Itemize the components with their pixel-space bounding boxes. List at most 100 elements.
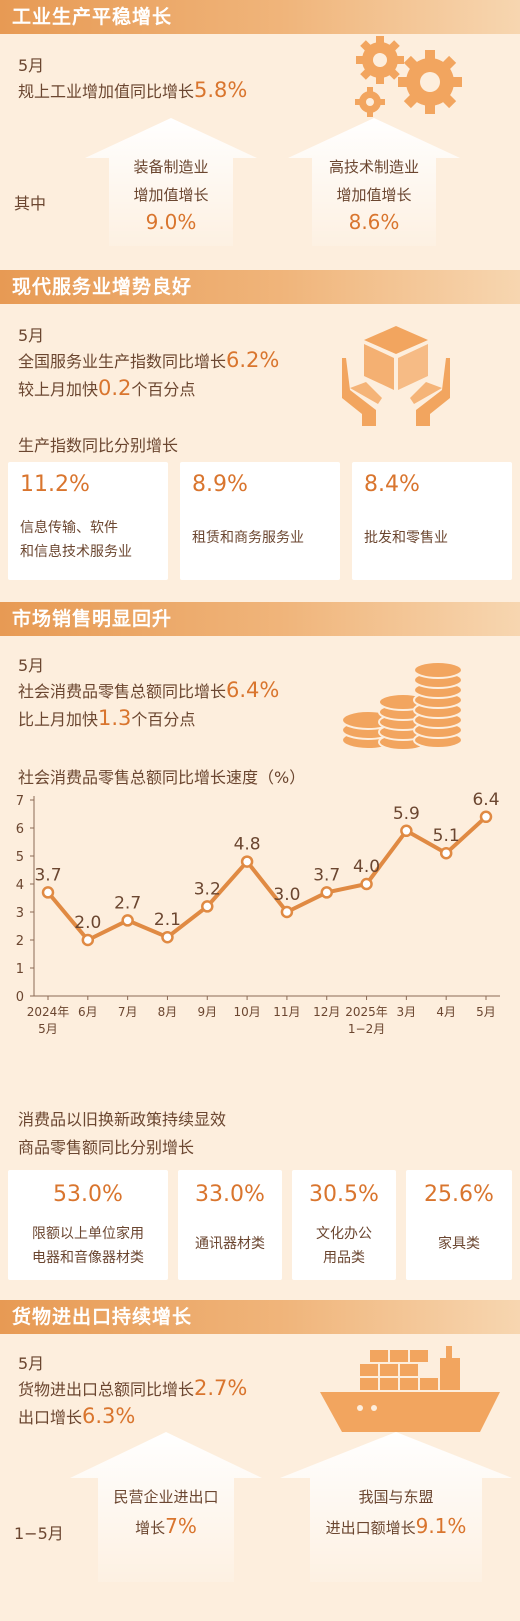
asean-arrow: 我国与东盟 进出口额增长9.1% [280, 1432, 512, 1582]
equipment-arrow: 装备制造业 增加值增长 9.0% [85, 118, 257, 246]
hightech-line2: 增加值增长 [336, 186, 412, 204]
y-tick-label: 5 [16, 850, 24, 865]
retail-card: 53.0% 限额以上单位家用 电器和音像器材类 [8, 1170, 168, 1280]
policy-line1: 消费品以旧换新政策持续显效 [18, 1110, 227, 1129]
retail-line1-value: 6.4% [226, 678, 280, 702]
data-label: 2.1 [154, 910, 181, 930]
retail-month: 5月 [18, 656, 45, 675]
section-title-trade: 货物进出口持续增长 [0, 1300, 520, 1334]
retail-line2-value: 1.3 [98, 706, 132, 730]
card-value: 8.9% [192, 472, 248, 497]
up-arrow-shape [280, 1432, 512, 1582]
data-label: 5.9 [393, 804, 420, 824]
services-card: 11.2% 信息传输、软件 和信息技术服务业 [8, 462, 168, 580]
series-line [46, 815, 488, 942]
asean-line2: 进出口额增长9.1% [280, 1514, 512, 1538]
gears-icon [355, 36, 462, 117]
data-point [41, 886, 55, 899]
card-value: 11.2% [20, 472, 90, 497]
data-point [201, 900, 214, 913]
equipment-value: 9.0% [145, 210, 197, 234]
data-point [280, 905, 294, 919]
data-label: 3.7 [313, 865, 340, 885]
y-tick-label: 4 [16, 878, 24, 893]
retail-card: 30.5% 文化办公 用品类 [292, 1170, 396, 1280]
services-card: 8.9% 租赁和商务服务业 [180, 462, 340, 580]
x-tick-label: 11月 [273, 1005, 300, 1019]
asean-line1: 我国与东盟 [358, 1488, 434, 1506]
card-value: 8.4% [364, 472, 420, 497]
y-tick-label: 6 [16, 822, 24, 837]
data-label: 4.0 [353, 857, 380, 877]
card-label: 家具类 [438, 1236, 480, 1252]
data-label: 3.2 [194, 879, 221, 899]
section-title-services: 现代服务业增势良好 [0, 270, 520, 304]
x-tick-label: 6月 [78, 1005, 98, 1019]
trade-line2: 出口增长6.3% [18, 1404, 135, 1428]
services-line2-suffix: 个百分点 [131, 380, 196, 399]
data-label: 2.0 [74, 913, 101, 933]
data-label: 3.7 [34, 865, 61, 885]
private-value: 7% [165, 1514, 197, 1538]
retail-card: 33.0% 通讯器材类 [178, 1170, 282, 1280]
industry-headline: 规上工业增加值同比增长5.8% [18, 78, 247, 102]
retail-card: 25.6% 家具类 [406, 1170, 512, 1280]
industry-month: 5月 [18, 56, 45, 75]
retail-line1: 社会消费品零售总额同比增长6.4% [18, 678, 279, 702]
trade-line2-text: 出口增长 [18, 1408, 83, 1427]
card-label: 电器和音像器材类 [32, 1250, 144, 1266]
up-arrow-shape [288, 118, 460, 246]
card-value: 53.0% [53, 1182, 123, 1207]
private-line2-text: 增长 [135, 1519, 166, 1537]
card-label: 限额以上单位家用 [32, 1226, 144, 1242]
x-tick-label: 8月 [158, 1005, 178, 1019]
industry-headline-value: 5.8% [194, 78, 248, 102]
x-tick-label: 5月 [476, 1005, 496, 1019]
services-line2: 较上月加快0.2个百分点 [18, 376, 195, 400]
trade-period-label: 1−5月 [14, 1524, 64, 1543]
industry-among-label: 其中 [14, 194, 47, 213]
data-point [81, 933, 95, 947]
x-tick-label: 7月 [118, 1005, 138, 1019]
card-label: 信息传输、软件 [20, 520, 118, 536]
card-value: 30.5% [309, 1182, 379, 1207]
trade-month: 5月 [18, 1354, 45, 1373]
data-point [121, 914, 134, 927]
x-tick-label: 2025年 [345, 1005, 388, 1019]
card-label: 通讯器材类 [195, 1236, 265, 1252]
card-value: 33.0% [195, 1182, 265, 1207]
y-tick-label: 2 [16, 934, 24, 949]
data-point [439, 846, 453, 860]
retail-growth-line-chart: 0 1 2 3 4 5 6 7 2024年 5月 6月 7月 8月 9月 10月 11月 12月 2025年 1−2… [16, 790, 500, 1036]
data-point [479, 810, 493, 824]
up-arrow-shape [85, 118, 257, 246]
hightech-line1: 高技术制造业 [328, 158, 419, 176]
hightech-value: 8.6% [348, 210, 400, 234]
trade-line1-text: 货物进出口总额同比增长 [18, 1380, 195, 1399]
y-tick-label: 3 [16, 906, 24, 921]
data-label: 4.8 [234, 835, 261, 855]
equipment-line2: 增加值增长 [133, 186, 209, 204]
y-tick-label: 0 [16, 990, 24, 1005]
data-label: 5.1 [433, 826, 460, 846]
card-label: 用品类 [323, 1250, 365, 1266]
card-label: 租赁和商务服务业 [192, 530, 304, 546]
cargo-ship-icon [320, 1346, 500, 1432]
data-point [360, 877, 373, 891]
services-line1-text: 全国服务业生产指数同比增长 [18, 352, 227, 371]
chart-title: 社会消费品零售总额同比增长速度（%） [18, 768, 306, 787]
retail-line2-suffix: 个百分点 [131, 710, 196, 729]
trade-line1: 货物进出口总额同比增长2.7% [18, 1376, 247, 1400]
asean-line2-text: 进出口额增长 [325, 1519, 416, 1537]
services-line2-text: 较上月加快 [18, 380, 99, 399]
retail-line2: 比上月加快1.3个百分点 [18, 706, 195, 730]
x-tick-label: 5月 [38, 1022, 58, 1036]
x-tick-label: 12月 [313, 1005, 340, 1019]
coins-icon [341, 661, 463, 751]
services-card: 8.4% 批发和零售业 [352, 462, 512, 580]
section-title-retail: 市场销售明显回升 [0, 602, 520, 636]
data-label: 6.4 [472, 790, 499, 810]
data-label: 3.0 [273, 885, 300, 905]
trade-line1-value: 2.7% [194, 1376, 248, 1400]
private-line2: 增长7% [70, 1514, 262, 1538]
